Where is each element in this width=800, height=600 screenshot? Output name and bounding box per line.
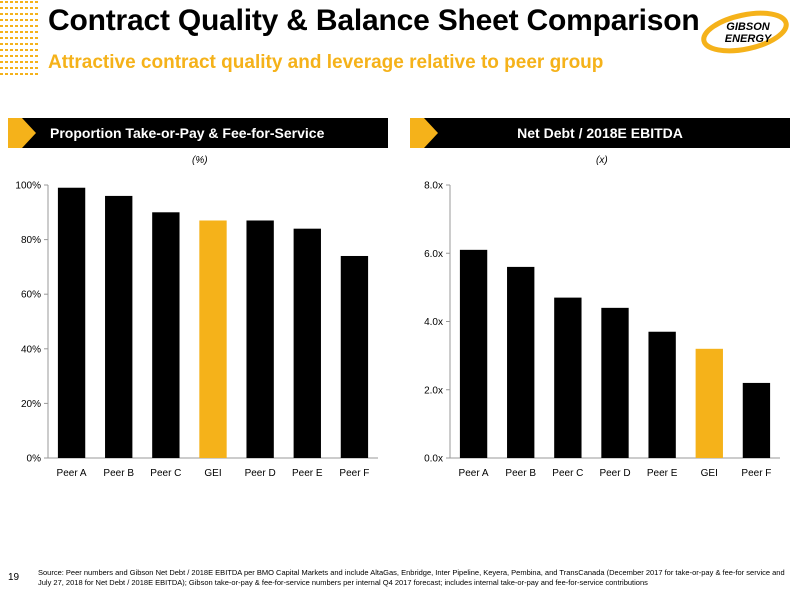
- y-tick-label: 2.0x: [424, 385, 443, 396]
- bar-peer-e: [293, 228, 321, 458]
- x-tick-label: Peer A: [459, 468, 489, 479]
- y-tick-label: 60%: [21, 290, 41, 301]
- left-chart-unit: (%): [192, 155, 208, 166]
- x-tick-label: Peer E: [647, 468, 678, 479]
- bar-peer-d: [601, 307, 629, 458]
- bar-gei: [199, 220, 227, 458]
- left-panel-title: Proportion Take-or-Pay & Fee-for-Service: [50, 125, 325, 141]
- bar-peer-c: [152, 212, 180, 458]
- right-chart-unit: (x): [596, 155, 608, 166]
- x-tick-label: Peer C: [552, 468, 583, 479]
- x-tick-label: Peer D: [245, 468, 276, 479]
- y-tick-label: 4.0x: [424, 317, 443, 328]
- y-tick-label: 80%: [21, 235, 41, 246]
- x-tick-label: Peer F: [741, 468, 771, 479]
- corner-stripes-decoration: [0, 1, 40, 75]
- net-debt-bar-chart: 0.0x 2.0x 4.0x 6.0x 8.0x Peer A Peer B Peer C Pe…: [424, 181, 780, 479]
- y-tick-label: 20%: [21, 399, 41, 410]
- bar-peer-b: [507, 266, 535, 458]
- y-tick-label: 0.0x: [424, 454, 443, 465]
- page-title: Contract Quality & Balance Sheet Compari…: [48, 4, 700, 37]
- y-tick-label: 100%: [15, 181, 41, 192]
- take-or-pay-bar-chart: 0% 20% 40% 60% 80% 100% Peer A Peer B Peer C GEI P…: [15, 181, 378, 479]
- bar-peer-c: [554, 297, 582, 458]
- bar-peer-e: [648, 331, 676, 458]
- y-tick-label: 8.0x: [424, 181, 443, 192]
- bar-peer-b: [105, 195, 133, 459]
- source-footnote: Source: Peer numbers and Gibson Net Debt…: [38, 568, 785, 587]
- x-tick-label: Peer A: [57, 468, 87, 479]
- bar-peer-d: [246, 220, 274, 458]
- y-tick-label: 6.0x: [424, 249, 443, 260]
- bar-gei: [695, 348, 723, 458]
- x-tick-label: Peer E: [292, 468, 323, 479]
- x-tick-label: Peer B: [103, 468, 134, 479]
- page-number: 19: [8, 572, 20, 583]
- bar-peer-a: [57, 187, 86, 459]
- bar-peer-f: [742, 382, 771, 458]
- x-tick-label: GEI: [204, 468, 221, 479]
- left-panel-header: Proportion Take-or-Pay & Fee-for-Service: [8, 118, 388, 148]
- x-tick-label: Peer C: [150, 468, 181, 479]
- logo-line2: ENERGY: [725, 33, 773, 45]
- bar-peer-a: [459, 249, 488, 458]
- y-tick-label: 40%: [21, 344, 41, 355]
- x-tick-label: Peer F: [339, 468, 369, 479]
- logo-line1: GIBSON: [726, 21, 770, 33]
- right-panel-title: Net Debt / 2018E EBITDA: [517, 125, 683, 141]
- page-subtitle: Attractive contract quality and leverage…: [48, 52, 604, 73]
- chevron-right-icon: [410, 118, 438, 148]
- bar-peer-f: [340, 255, 369, 458]
- right-panel-header: Net Debt / 2018E EBITDA: [410, 118, 790, 148]
- x-tick-label: Peer B: [505, 468, 536, 479]
- x-tick-label: GEI: [701, 468, 718, 479]
- chevron-right-icon: [8, 118, 36, 148]
- gibson-energy-logo: GIBSON ENERGY: [701, 10, 789, 54]
- y-tick-label: 0%: [27, 454, 42, 465]
- x-tick-label: Peer D: [599, 468, 630, 479]
